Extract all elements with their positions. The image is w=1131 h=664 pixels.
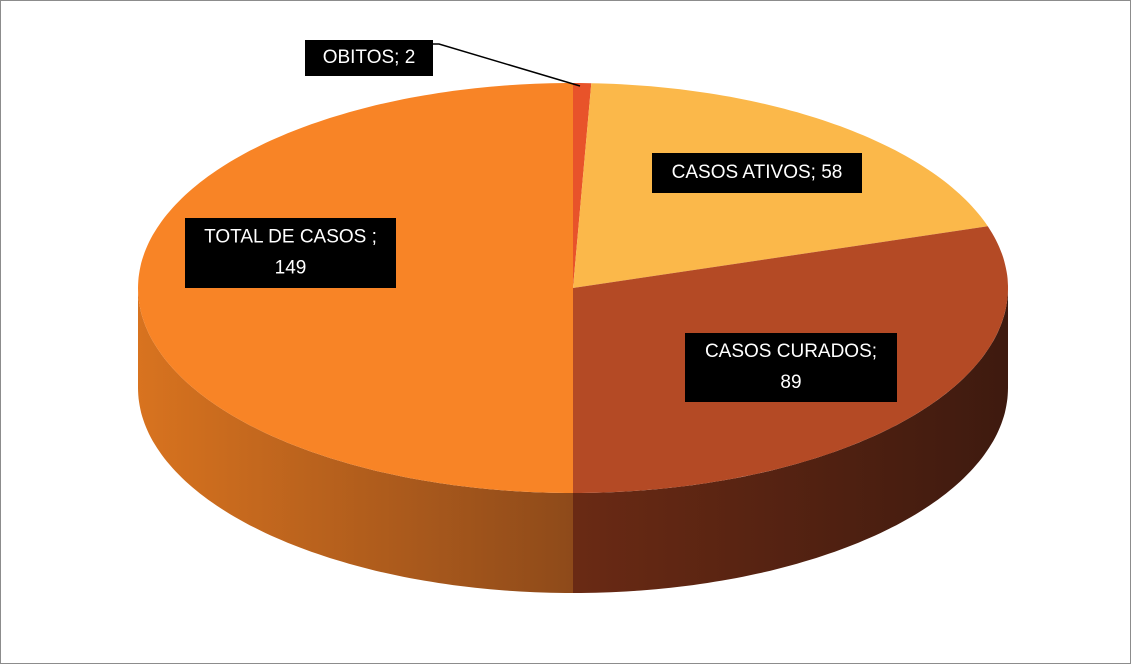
pie-side bbox=[573, 288, 1008, 593]
data-label: OBITOS; 2 bbox=[323, 47, 416, 68]
pie-side bbox=[138, 288, 573, 593]
data-label-box bbox=[652, 153, 862, 193]
leader-line bbox=[433, 43, 581, 87]
data-label: CASOS CURADOS; 89 bbox=[705, 341, 877, 393]
pie-slice bbox=[573, 83, 592, 288]
data-label-box bbox=[185, 218, 396, 288]
data-label-box bbox=[305, 40, 433, 76]
data-label: TOTAL DE CASOS ; 149 bbox=[204, 227, 377, 279]
data-label: CASOS ATIVOS; 58 bbox=[672, 162, 843, 183]
data-label-box bbox=[685, 333, 897, 402]
